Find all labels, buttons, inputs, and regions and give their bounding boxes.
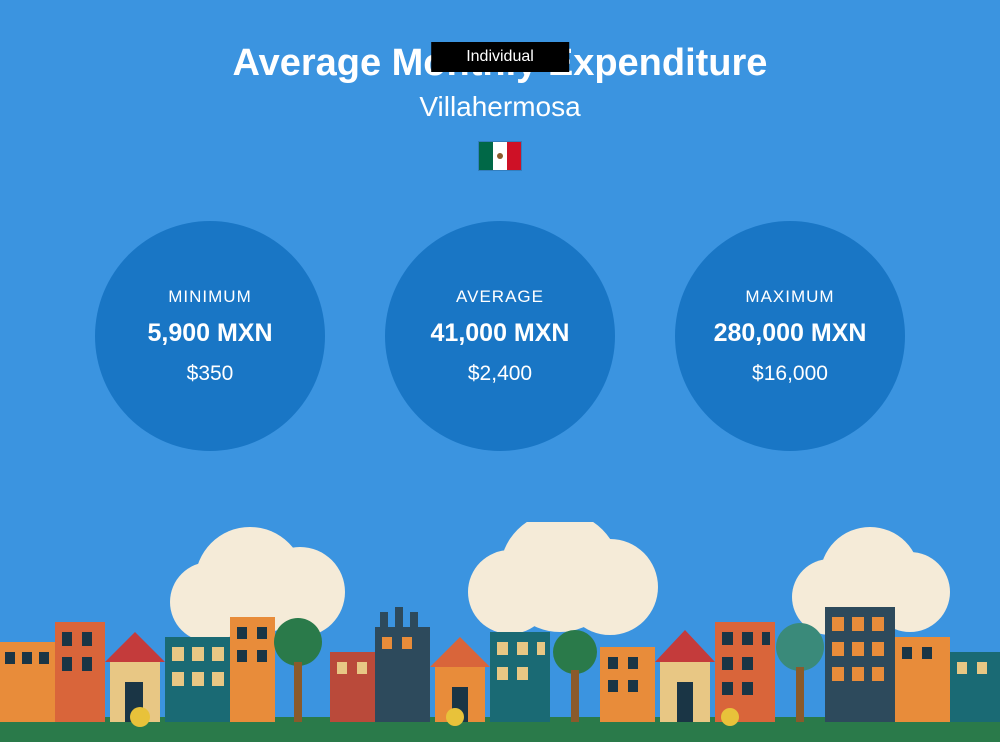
city-subtitle: Villahermosa xyxy=(0,91,1000,123)
stat-local-value: 41,000 MXN xyxy=(431,319,570,348)
flag-stripe-white xyxy=(493,142,507,170)
stat-label: MINIMUM xyxy=(168,287,251,307)
country-flag xyxy=(0,141,1000,171)
stat-usd-value: $350 xyxy=(187,362,234,386)
stat-usd-value: $2,400 xyxy=(468,362,532,386)
mexico-flag-icon xyxy=(478,141,522,171)
stat-local-value: 280,000 MXN xyxy=(714,319,867,348)
stat-label: MAXIMUM xyxy=(745,287,834,307)
flag-stripe-red xyxy=(507,142,521,170)
stat-minimum: MINIMUM 5,900 MXN $350 xyxy=(95,221,325,451)
stat-local-value: 5,900 MXN xyxy=(147,319,272,348)
flag-stripe-green xyxy=(479,142,493,170)
stat-label: AVERAGE xyxy=(456,287,544,307)
flag-emblem xyxy=(497,153,503,159)
category-badge: Individual xyxy=(431,42,569,72)
cityscape-illustration xyxy=(0,522,1000,742)
stat-usd-value: $16,000 xyxy=(752,362,828,386)
stats-row: MINIMUM 5,900 MXN $350 AVERAGE 41,000 MX… xyxy=(0,221,1000,451)
stat-average: AVERAGE 41,000 MXN $2,400 xyxy=(385,221,615,451)
stat-maximum: MAXIMUM 280,000 MXN $16,000 xyxy=(675,221,905,451)
